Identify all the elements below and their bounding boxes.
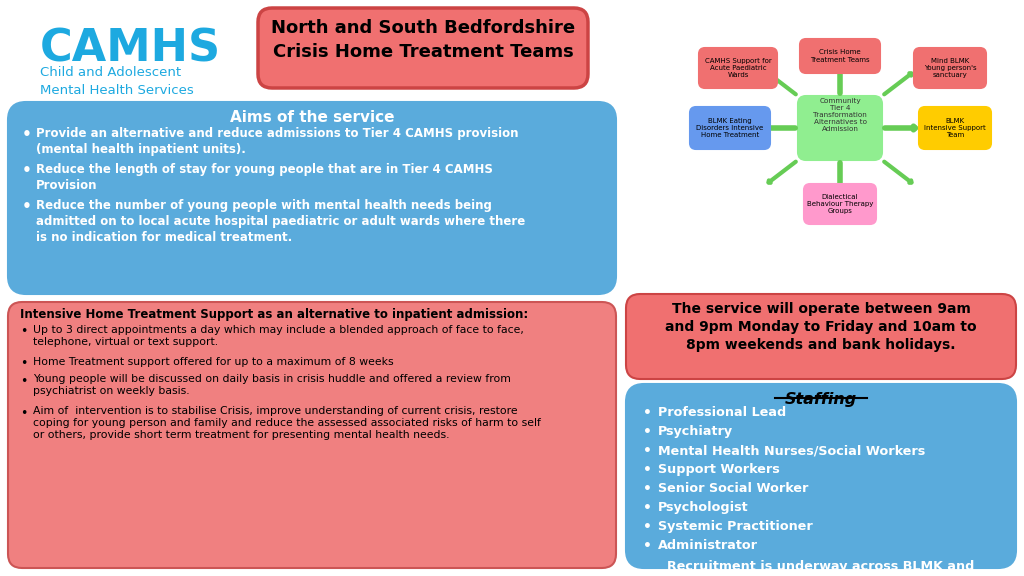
- Text: Young people will be discussed on daily basis in crisis huddle and offered a rev: Young people will be discussed on daily …: [33, 374, 511, 396]
- Text: •: •: [20, 374, 28, 388]
- Text: BLMK
Intensive Support
Team: BLMK Intensive Support Team: [924, 118, 986, 138]
- Text: Home Treatment support offered for up to a maximum of 8 weeks: Home Treatment support offered for up to…: [33, 357, 393, 367]
- Text: •: •: [643, 520, 652, 534]
- Text: Professional Lead: Professional Lead: [658, 406, 786, 419]
- FancyBboxPatch shape: [798, 96, 882, 160]
- Text: Community
Tier 4
Transformation
Alternatives to
Admission: Community Tier 4 Transformation Alternat…: [813, 98, 867, 132]
- Text: Mental Health Nurses/Social Workers: Mental Health Nurses/Social Workers: [658, 444, 926, 457]
- Text: Reduce the number of young people with mental health needs being
admitted on to : Reduce the number of young people with m…: [36, 199, 525, 244]
- Text: Administrator: Administrator: [658, 539, 758, 552]
- Text: Senior Social Worker: Senior Social Worker: [658, 482, 808, 495]
- Text: CAMHS Support for
Acute Paediatric
Wards: CAMHS Support for Acute Paediatric Wards: [705, 58, 771, 78]
- Text: Up to 3 direct appointments a day which may include a blended approach of face t: Up to 3 direct appointments a day which …: [33, 325, 524, 347]
- Text: •: •: [20, 325, 28, 338]
- Text: Systemic Practitioner: Systemic Practitioner: [658, 520, 813, 533]
- FancyBboxPatch shape: [800, 39, 880, 73]
- Text: •: •: [643, 444, 652, 458]
- Text: •: •: [22, 127, 32, 142]
- FancyBboxPatch shape: [804, 184, 876, 224]
- Text: •: •: [643, 425, 652, 439]
- Text: Staffing: Staffing: [784, 392, 857, 407]
- Text: Dialectical
Behaviour Therapy
Groups: Dialectical Behaviour Therapy Groups: [807, 194, 873, 214]
- FancyBboxPatch shape: [914, 48, 986, 88]
- Text: Child and Adolescent
Mental Health Services: Child and Adolescent Mental Health Servi…: [40, 66, 194, 97]
- Text: Mind BLMK
Young person's
sanctuary: Mind BLMK Young person's sanctuary: [924, 58, 976, 78]
- FancyBboxPatch shape: [690, 107, 770, 149]
- FancyBboxPatch shape: [626, 294, 1016, 379]
- Text: Provide an alternative and reduce admissions to Tier 4 CAMHS provision
(mental h: Provide an alternative and reduce admiss…: [36, 127, 518, 156]
- Text: Support Workers: Support Workers: [658, 463, 779, 476]
- Text: •: •: [20, 357, 28, 370]
- Text: •: •: [643, 539, 652, 553]
- FancyBboxPatch shape: [699, 48, 777, 88]
- Text: Psychologist: Psychologist: [658, 501, 749, 514]
- Text: Aims of the service: Aims of the service: [229, 110, 394, 125]
- Text: Intensive Home Treatment Support as an alternative to inpatient admission:: Intensive Home Treatment Support as an a…: [20, 308, 528, 321]
- Text: Aim of  intervention is to stabilise Crisis, improve understanding of current cr: Aim of intervention is to stabilise Cris…: [33, 407, 541, 441]
- FancyBboxPatch shape: [626, 384, 1016, 568]
- FancyBboxPatch shape: [919, 107, 991, 149]
- Text: •: •: [20, 407, 28, 419]
- Text: •: •: [22, 163, 32, 178]
- FancyBboxPatch shape: [8, 302, 616, 568]
- Text: The service will operate between 9am
and 9pm Monday to Friday and 10am to
8pm we: The service will operate between 9am and…: [666, 302, 977, 352]
- Text: North and South Bedfordshire
Crisis Home Treatment Teams: North and South Bedfordshire Crisis Home…: [271, 19, 575, 60]
- Text: BLMK Eating
Disorders Intensive
Home Treatment: BLMK Eating Disorders Intensive Home Tre…: [696, 118, 764, 138]
- Text: •: •: [643, 482, 652, 496]
- Text: Recruitment is underway across BLMK and
the teams are starting to develop with n: Recruitment is underway across BLMK and …: [665, 560, 978, 576]
- Text: Crisis Home
Treatment Teams: Crisis Home Treatment Teams: [810, 50, 869, 63]
- Text: •: •: [643, 406, 652, 420]
- FancyBboxPatch shape: [8, 102, 616, 294]
- FancyBboxPatch shape: [258, 8, 588, 88]
- Text: Psychiatry: Psychiatry: [658, 425, 733, 438]
- Text: •: •: [643, 463, 652, 477]
- Text: •: •: [22, 199, 32, 214]
- Text: •: •: [643, 501, 652, 515]
- Text: Reduce the length of stay for young people that are in Tier 4 CAMHS
Provision: Reduce the length of stay for young peop…: [36, 163, 493, 192]
- Text: CAMHS: CAMHS: [40, 28, 221, 71]
